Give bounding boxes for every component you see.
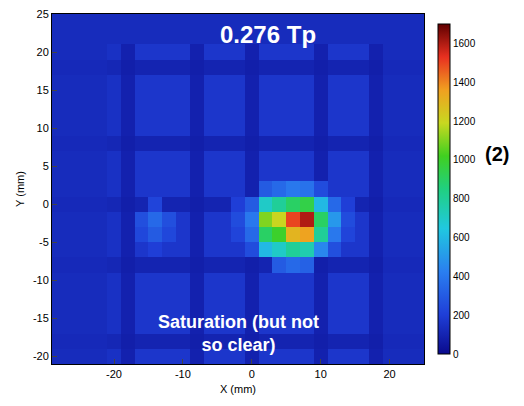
svg-text:-20: -20 bbox=[106, 368, 122, 380]
svg-text:20: 20 bbox=[37, 46, 49, 58]
svg-text:0.276 Tp: 0.276 Tp bbox=[220, 21, 316, 48]
svg-text:600: 600 bbox=[453, 232, 470, 243]
svg-text:0: 0 bbox=[43, 198, 49, 210]
svg-text:15: 15 bbox=[37, 84, 49, 96]
svg-text:400: 400 bbox=[453, 271, 470, 282]
svg-text:20: 20 bbox=[383, 368, 395, 380]
svg-text:5: 5 bbox=[43, 160, 49, 172]
svg-text:-20: -20 bbox=[33, 350, 49, 362]
svg-text:-10: -10 bbox=[175, 368, 191, 380]
svg-text:200: 200 bbox=[453, 310, 470, 321]
svg-text:-10: -10 bbox=[33, 274, 49, 286]
svg-text:0: 0 bbox=[249, 368, 255, 380]
svg-text:(2): (2) bbox=[485, 143, 509, 165]
svg-text:X (mm): X (mm) bbox=[220, 383, 256, 395]
svg-text:Y (mm): Y (mm) bbox=[14, 171, 26, 207]
svg-text:25: 25 bbox=[37, 8, 49, 20]
svg-text:1400: 1400 bbox=[453, 77, 476, 88]
svg-text:-15: -15 bbox=[33, 312, 49, 324]
svg-text:-5: -5 bbox=[39, 236, 49, 248]
svg-text:1600: 1600 bbox=[453, 38, 476, 49]
svg-text:1000: 1000 bbox=[453, 154, 476, 165]
svg-text:0: 0 bbox=[453, 349, 459, 360]
svg-text:10: 10 bbox=[315, 368, 327, 380]
svg-text:1200: 1200 bbox=[453, 116, 476, 127]
svg-text:800: 800 bbox=[453, 193, 470, 204]
svg-text:Saturation (but notso clear): Saturation (but notso clear) bbox=[158, 312, 319, 355]
svg-text:10: 10 bbox=[37, 122, 49, 134]
